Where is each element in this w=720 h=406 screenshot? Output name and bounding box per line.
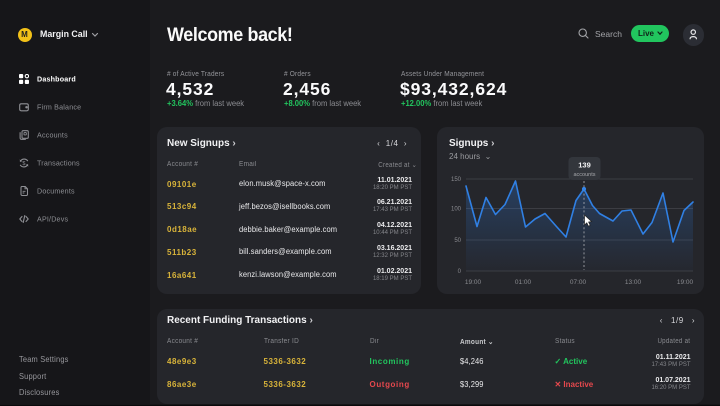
svg-text:accounts: accounts	[573, 172, 595, 178]
svg-text:01:00: 01:00	[515, 279, 532, 286]
svg-text:19:00: 19:00	[465, 279, 482, 286]
svg-text:13:00: 13:00	[625, 279, 642, 286]
svg-text:100: 100	[451, 207, 462, 213]
svg-text:07:00: 07:00	[570, 279, 587, 286]
svg-text:19:00: 19:00	[677, 279, 694, 286]
svg-text:0: 0	[458, 269, 462, 275]
svg-text:150: 150	[451, 177, 462, 183]
svg-text:$: $	[22, 161, 25, 167]
svg-text:139: 139	[578, 161, 591, 170]
svg-text:50: 50	[454, 238, 461, 244]
